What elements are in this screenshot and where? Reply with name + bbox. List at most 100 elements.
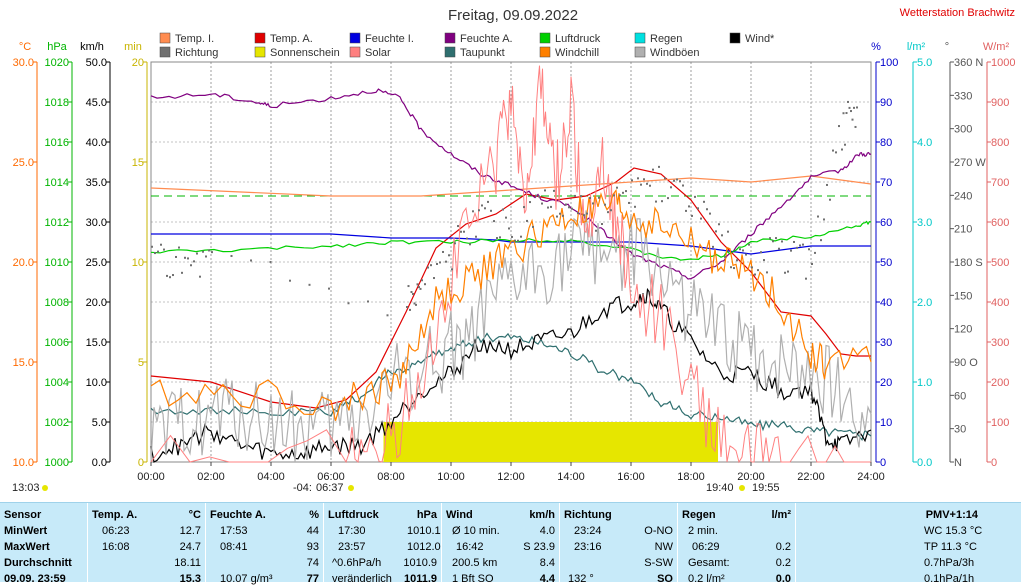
direction-point [196, 252, 198, 255]
rain-current: 0.0 [775, 573, 791, 585]
direction-point [802, 243, 804, 246]
direction-point [565, 203, 567, 206]
press-avg: 1010.9 [403, 557, 437, 569]
direction-point [847, 100, 849, 103]
axis-tick-label: 20 [880, 377, 892, 389]
direction-point [790, 249, 792, 252]
legend: Temp. I. Richtung Temp. A. Sonnenschein Feuc… [159, 32, 775, 59]
axis-tick-label: 2.0 [917, 297, 932, 309]
wind-column: Wind km/h Ø 10 min. 4.0 16:42 S 23.9 200.5 … [442, 503, 560, 585]
series-line [150, 210, 872, 463]
axis-unit-humidity_pct: % [871, 41, 881, 53]
direction-point [409, 308, 411, 311]
axis-unit-wind_kmh: km/h [80, 41, 104, 53]
direction-point [778, 247, 780, 250]
direction-point [427, 266, 429, 269]
direction-point [269, 260, 272, 263]
direction-point [424, 283, 426, 286]
direction-point [430, 264, 432, 267]
wind-run: 200.5 km [452, 557, 498, 569]
axis-unit-temp_c: °C [19, 41, 31, 53]
direction-point [772, 240, 774, 243]
plot-area [150, 61, 872, 464]
direction-point [619, 194, 621, 197]
direction-point [622, 191, 624, 194]
direction-point [823, 218, 825, 221]
direction-point [436, 262, 438, 265]
direction-point [712, 245, 714, 248]
axis-tick-label: 900 [991, 97, 1009, 109]
direction-point [416, 283, 419, 286]
direction-point [481, 204, 483, 207]
direction-point [419, 287, 422, 290]
axis-tick-label: 1.0 [917, 377, 932, 389]
axis-unit-pressure_hpa: hPa [47, 41, 67, 53]
direction-point [592, 202, 594, 205]
axis-tick-label: 10 [132, 257, 144, 269]
direction-point [487, 200, 489, 203]
direction-point [841, 148, 843, 151]
direction-point [727, 230, 729, 233]
direction-point [610, 209, 612, 212]
x-tick-label: 14:00 [557, 471, 585, 483]
direction-point [559, 212, 561, 215]
pmv-column: PMV+1:14 WC 15.3 °C TP 11.3 °C 0.7hPa/3h… [796, 503, 1021, 585]
axis-tick-label: 3.0 [917, 217, 932, 229]
direction-point [688, 205, 690, 208]
hum-unit: % [309, 509, 319, 521]
axis-tick-label: 15.0 [13, 357, 34, 369]
legend-swatch [634, 32, 646, 44]
legend-swatch [349, 32, 361, 44]
direction-point [811, 262, 813, 265]
axis-tick-label: 5.0 [917, 57, 932, 69]
temp-max-time: 16:08 [102, 541, 130, 553]
direction-point [583, 214, 585, 217]
direction-point [607, 211, 609, 214]
dir-current: SO [657, 573, 673, 585]
legend-label: Wind* [745, 33, 775, 45]
direction-point [742, 249, 744, 252]
temp-avg: 18.11 [174, 557, 201, 569]
direction-point [514, 239, 516, 242]
x-tick-label: 16:00 [617, 471, 645, 483]
direction-point [613, 194, 615, 197]
direction-point [844, 143, 846, 146]
direction-point [460, 230, 462, 233]
axis-tick-label: 300 [954, 124, 972, 136]
wind-header: Wind [446, 509, 473, 521]
direction-point [854, 125, 857, 128]
direction-point [526, 219, 528, 222]
legend-swatch [159, 32, 171, 44]
axis-tick-label: 10.0 [13, 457, 34, 469]
direction-point [721, 234, 723, 237]
direction-point [160, 243, 162, 246]
axis-tick-label: 60 [954, 390, 966, 402]
direction-point [553, 189, 555, 192]
press-unit: hPa [416, 509, 437, 521]
direction-point [574, 194, 576, 197]
direction-point [754, 273, 756, 276]
direction-point [820, 239, 822, 242]
sun-icon [42, 485, 48, 491]
legend-swatch [444, 46, 456, 58]
rain-total-label: Gesamt: [688, 557, 730, 569]
direction-point [163, 248, 165, 251]
direction-point [625, 190, 627, 193]
sunrise-time: 06:37 [316, 482, 344, 494]
direction-point [851, 118, 854, 121]
direction-point [700, 217, 702, 220]
stats-panel: Sensor MinWert MaxWert Durchschnitt 09.0… [0, 502, 1021, 585]
direction-point [673, 179, 675, 182]
temp-cur-note [92, 571, 171, 587]
direction-point [386, 314, 389, 317]
axis-tick-label: 270 W [954, 157, 986, 169]
direction-point [787, 270, 789, 273]
press-min-time: 17:30 [338, 525, 366, 537]
direction-point [694, 195, 696, 198]
direction-point [421, 279, 423, 282]
press-1h: 0.1hPa/1h [924, 573, 975, 585]
hum-abs: 10.07 g/m³ [220, 573, 273, 585]
axis-tick-label: 210 [954, 224, 972, 236]
direction-point [169, 276, 171, 279]
direction-point [691, 214, 693, 217]
